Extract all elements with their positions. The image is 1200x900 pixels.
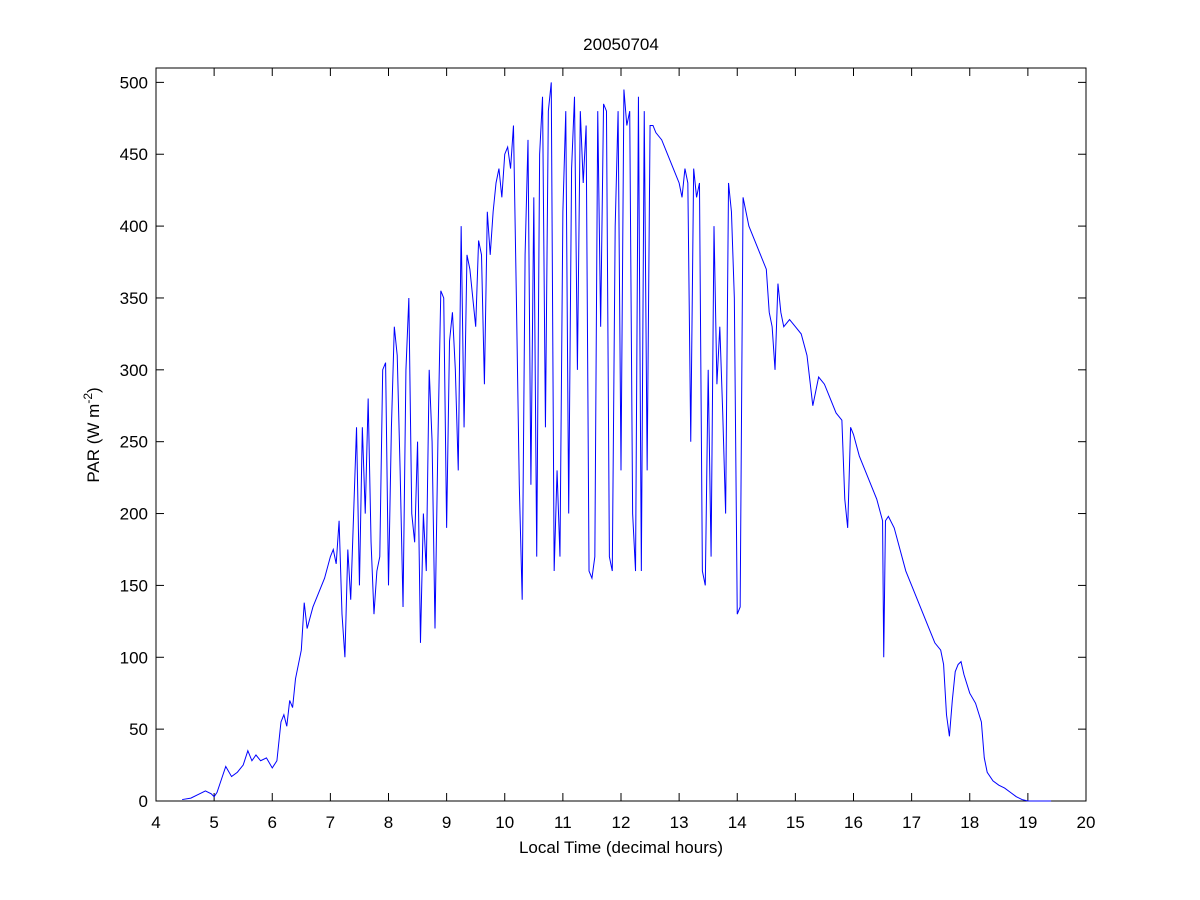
data-line xyxy=(182,82,1052,802)
x-tick-label: 6 xyxy=(268,813,277,832)
x-tick-label: 15 xyxy=(786,813,805,832)
y-tick-label: 50 xyxy=(129,720,148,739)
y-tick-label: 200 xyxy=(120,505,148,524)
x-tick-label: 12 xyxy=(612,813,631,832)
y-tick-label: 250 xyxy=(120,433,148,452)
y-tick-label: 400 xyxy=(120,217,148,236)
x-tick-label: 10 xyxy=(495,813,514,832)
x-tick-label: 14 xyxy=(728,813,747,832)
y-axis-label: PAR (W m-2) xyxy=(81,387,103,482)
chart-title: 20050704 xyxy=(583,35,659,54)
x-tick-label: 13 xyxy=(670,813,689,832)
y-tick-label: 300 xyxy=(120,361,148,380)
y-label-end: ) xyxy=(84,387,103,393)
x-tick-label: 20 xyxy=(1077,813,1096,832)
x-tick-label: 5 xyxy=(209,813,218,832)
x-tick-label: 7 xyxy=(326,813,335,832)
y-tick-label: 500 xyxy=(120,73,148,92)
y-tick-label: 450 xyxy=(120,145,148,164)
x-tick-label: 19 xyxy=(1018,813,1037,832)
x-tick-label: 8 xyxy=(384,813,393,832)
x-tick-label: 9 xyxy=(442,813,451,832)
x-tick-label: 18 xyxy=(960,813,979,832)
y-label-main: PAR (W m xyxy=(84,404,103,483)
y-tick-label: 100 xyxy=(120,648,148,667)
y-label-sup: -2 xyxy=(81,393,95,404)
x-tick-label: 11 xyxy=(554,813,572,832)
x-tick-label: 16 xyxy=(844,813,863,832)
x-tick-label: 4 xyxy=(151,813,160,832)
y-tick-label: 150 xyxy=(120,576,148,595)
y-tick-label: 0 xyxy=(139,792,148,811)
y-tick-label: 350 xyxy=(120,289,148,308)
x-tick-label: 17 xyxy=(902,813,921,832)
x-axis-label: Local Time (decimal hours) xyxy=(519,838,723,857)
